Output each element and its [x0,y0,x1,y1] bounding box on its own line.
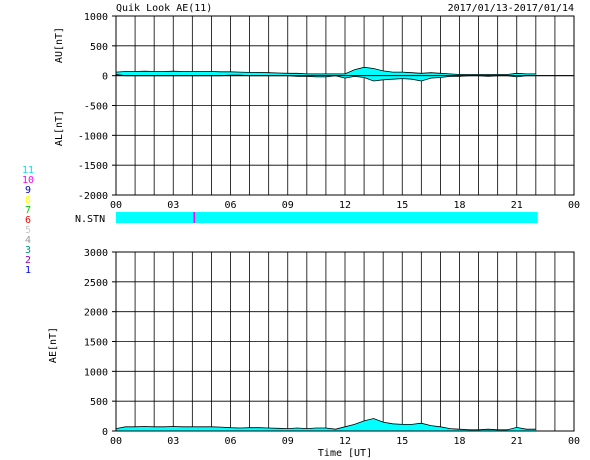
x-tick-label: 03 [167,200,179,211]
station-legend-item: 8 [25,195,31,206]
date-range: 2017/01/13-2017/01/14 [448,3,574,14]
x-tick-label: 06 [224,200,236,211]
y-tick-label: 3000 [84,248,108,259]
ae-yticks: 3000 2500 2000 1500 1000 500 0 [84,248,116,438]
ae-data [115,418,536,431]
x-tick-label: 15 [396,436,408,447]
y-tick-label: 0 [102,72,108,83]
time-axis-label: Time [UT] [318,448,372,459]
x-tick-label: 18 [453,200,465,211]
au-al-yticks: 1000 500 0 -500 -1000 -1500 -2000 [78,12,116,202]
x-tick-label: 15 [396,200,408,211]
ae-grid [116,252,574,431]
y-tick-label: 0 [102,427,108,438]
x-tick-label: 03 [167,436,179,447]
y-tick-label: 1500 [84,338,108,349]
station-legend-item: 9 [25,185,31,196]
station-legend-item: 3 [25,245,31,256]
x-tick-label: 00 [568,436,580,447]
ae-area [116,418,536,431]
plot-title: Quik Look AE(11) [116,3,212,14]
y-tick-label: 2500 [84,278,108,289]
x-tick-label: 12 [339,200,351,211]
y-tick-label: 1000 [84,12,108,23]
x-tick-label: 00 [568,200,580,211]
ae-series-line [115,418,536,431]
station-legend-item: 7 [25,205,31,216]
station-count-row: N.STN [75,212,538,225]
station-legend-item: 11 [22,165,34,176]
x-tick-label: 09 [282,436,294,447]
ae-axis-label: AE[nT] [48,327,59,363]
au-al-xticks: 00 03 06 09 12 15 18 21 00 [110,200,580,211]
au-axis-label: AU[nT] [54,27,65,63]
y-tick-label: 2000 [84,308,108,319]
y-tick-label: -500 [84,102,108,113]
al-axis-label: AL[nT] [54,110,65,146]
station-legend-item: 2 [25,255,31,266]
y-tick-label: 1000 [84,367,108,378]
x-tick-label: 12 [339,436,351,447]
nstn-label: N.STN [75,214,105,225]
station-legend-item: 6 [25,215,31,226]
ae-xticks: 00 03 06 09 12 15 18 21 00 [110,436,580,447]
station-legend-item: 4 [25,235,31,246]
y-tick-label: -2000 [78,191,108,202]
station-legend-item: 10 [22,175,34,186]
station-count-bar [116,212,538,223]
x-tick-label: 21 [511,436,523,447]
ae-panel: 3000 2500 2000 1500 1000 500 0 00 03 06 09 12 15 18 2… [48,248,580,459]
y-tick-label: 500 [90,42,108,53]
x-tick-label: 00 [110,436,122,447]
x-tick-label: 21 [511,200,523,211]
au-al-panel: 1000 500 0 -500 -1000 -1500 -2000 00 03 06 09 12 15… [54,12,580,211]
x-tick-label: 00 [110,200,122,211]
y-tick-label: 500 [90,397,108,408]
x-tick-label: 09 [282,200,294,211]
x-tick-label: 06 [224,436,236,447]
station-legend-item: 5 [25,225,31,236]
y-tick-label: -1000 [78,131,108,142]
station-legend-item: 1 [25,265,31,276]
y-tick-label: -1500 [78,161,108,172]
au-al-data [115,66,574,82]
au-al-grid [116,16,574,195]
x-tick-label: 18 [453,436,465,447]
au-series-line [115,66,536,75]
